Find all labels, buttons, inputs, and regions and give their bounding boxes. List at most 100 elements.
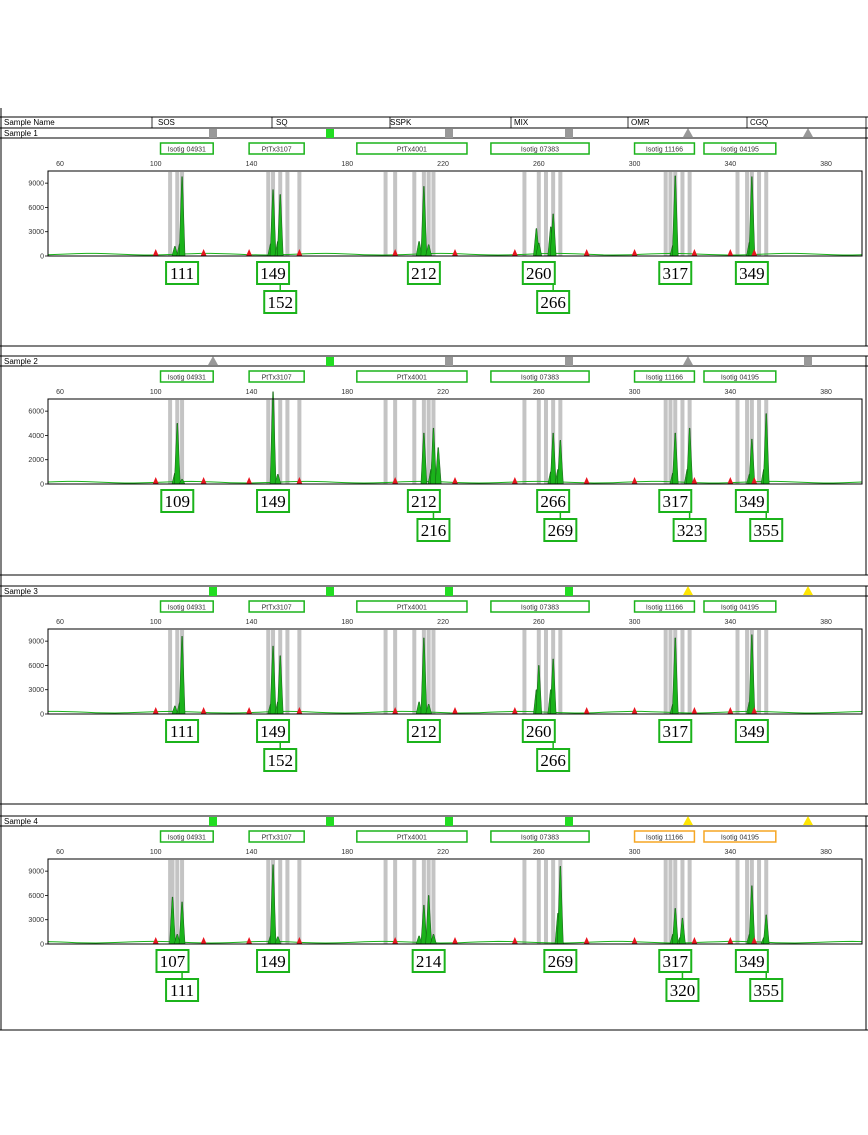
allele-call-111: 111: [165, 719, 200, 743]
x-tick-label: 180: [341, 619, 353, 626]
x-tick-label: 180: [341, 389, 353, 396]
locus-label: PtTx3107: [262, 605, 292, 612]
size-standard-marker: [511, 937, 518, 944]
allele-bin: [266, 172, 271, 256]
status-flag-gray-square: [445, 357, 453, 366]
status-flag-gray-triangle: [208, 356, 218, 365]
allele-bin: [168, 172, 173, 256]
allele-bin: [412, 400, 417, 484]
allele-bin: [421, 860, 426, 944]
status-flag-green-square: [209, 817, 217, 826]
locus-label-box: [356, 830, 468, 843]
x-tick-label: 140: [246, 849, 258, 856]
size-standard-marker: [296, 937, 303, 944]
plot-area-frame: [47, 170, 863, 257]
allele-bin: [735, 860, 740, 944]
y-tick-label: 3000: [28, 229, 44, 236]
allele-bin: [285, 172, 290, 256]
marker-header-omr: OMR: [631, 118, 650, 127]
allele-bin: [431, 630, 436, 714]
allele-bin: [266, 630, 271, 714]
size-standard-marker: [691, 937, 698, 944]
size-standard-marker: [246, 937, 253, 944]
allele-call-box: [416, 518, 451, 542]
allele-bin: [543, 172, 548, 256]
sample-panels: Sample 1 Isotig 04931 PtTx3107 PtTx4001 Isot…: [0, 127, 868, 1031]
y-tick-label: 0: [40, 712, 44, 719]
allele-call-box: [658, 489, 693, 513]
allele-call-label: 266: [540, 492, 566, 511]
allele-bin: [543, 400, 548, 484]
size-standard-marker: [751, 477, 758, 484]
size-standard-marker: [727, 707, 734, 714]
x-tick-label: 260: [533, 161, 545, 168]
allele-bin: [393, 400, 398, 484]
locus-label: PtTx4001: [397, 147, 427, 154]
status-flag-green-square: [326, 817, 334, 826]
allele-call-label: 266: [540, 751, 566, 770]
y-tick-label: 6000: [28, 205, 44, 212]
locus-label: Isotig 04931: [168, 605, 206, 612]
locus-label: Isotig 11166: [646, 147, 683, 154]
size-standard-marker: [631, 477, 638, 484]
allele-bin: [431, 172, 436, 256]
status-flag-gray-square: [804, 357, 812, 366]
x-tick-label: 100: [150, 849, 162, 856]
allele-bin: [278, 400, 283, 484]
size-standard-marker: [200, 249, 207, 256]
allele-call-label: 349: [739, 722, 765, 741]
locus-label-box: [356, 142, 468, 155]
size-standard-marker: [246, 477, 253, 484]
allele-bin: [297, 630, 302, 714]
size-standard-marker: [727, 477, 734, 484]
allele-bin: [680, 172, 685, 256]
allele-bin: [175, 172, 180, 256]
allele-call-label: 317: [663, 492, 689, 511]
plot-area-frame: [47, 398, 863, 485]
locus-label: PtTx4001: [397, 375, 427, 382]
allele-call-label: 269: [548, 952, 574, 971]
locus-label-box: [159, 830, 214, 843]
allele-call-212: 212: [406, 261, 441, 285]
size-standard-marker: [452, 477, 458, 484]
allele-bin: [285, 630, 290, 714]
locus-label: PtTx3107: [262, 147, 292, 154]
y-tick-label: 6000: [28, 663, 44, 670]
y-tick-label: 6000: [28, 893, 44, 900]
x-tick-label: 60: [56, 619, 64, 626]
allele-bin: [673, 860, 678, 944]
x-tick-label: 260: [533, 619, 545, 626]
allele-call-317: 317: [658, 949, 693, 973]
allele-call-label: 149: [260, 264, 286, 283]
allele-call-label: 323: [677, 521, 703, 540]
allele-call-317: 317: [658, 261, 693, 285]
allele-bin: [522, 172, 527, 256]
allele-call-111: 111: [165, 261, 200, 285]
allele-call-box: [658, 949, 693, 973]
status-flag-yellow-triangle: [683, 816, 693, 825]
allele-bin: [180, 400, 185, 484]
allele-bin: [668, 860, 673, 944]
allele-bin: [764, 860, 769, 944]
size-standard-marker: [751, 707, 758, 714]
marker-header-cgq: CGQ: [750, 118, 768, 127]
allele-bin: [297, 400, 302, 484]
size-standard-marker: [583, 477, 590, 484]
allele-call-label: 269: [548, 521, 574, 540]
y-tick-label: 0: [40, 942, 44, 949]
locus-label: Isotig 07383: [521, 147, 559, 154]
allele-call-box: [734, 261, 769, 285]
y-tick-label: 0: [40, 482, 44, 489]
locus-label-box: [159, 600, 214, 613]
allele-bin: [745, 630, 750, 714]
x-tick-label: 380: [820, 389, 832, 396]
allele-bin: [735, 400, 740, 484]
allele-call-label: 317: [663, 952, 689, 971]
allele-bin: [297, 172, 302, 256]
allele-call-269: 269: [543, 513, 578, 542]
allele-bin: [735, 630, 740, 714]
locus-label-box: [633, 370, 696, 383]
x-tick-label: 300: [629, 161, 641, 168]
status-flag-green-square: [445, 587, 453, 596]
size-standard-marker: [296, 477, 303, 484]
